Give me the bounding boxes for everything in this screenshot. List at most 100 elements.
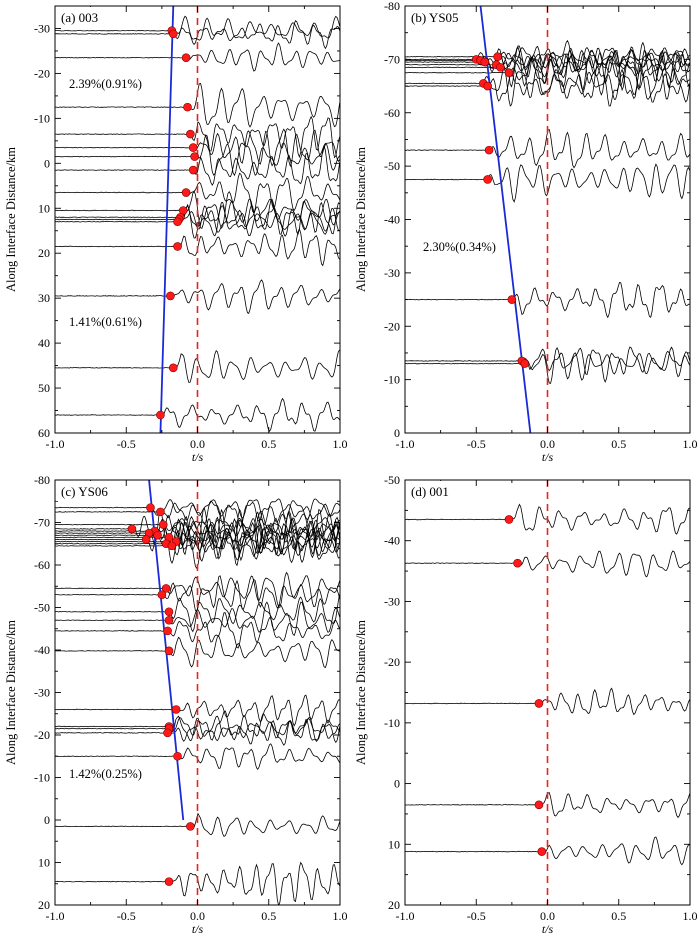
onset-marker bbox=[164, 615, 174, 625]
onset-marker bbox=[493, 52, 502, 62]
y-tick-label: -30 bbox=[34, 686, 50, 700]
onset-marker bbox=[161, 584, 171, 593]
y-tick-label: -30 bbox=[384, 594, 400, 608]
y-tick-label: -60 bbox=[384, 106, 400, 120]
y-tick-label: -20 bbox=[34, 66, 50, 80]
waveform-trace bbox=[405, 163, 690, 203]
x-tick-label: -0.5 bbox=[117, 437, 136, 451]
annotation-bg bbox=[66, 313, 152, 331]
waveform-trace bbox=[55, 202, 340, 239]
onset-marker bbox=[520, 359, 530, 368]
y-axis-label: Along Interface Distance/km bbox=[4, 620, 18, 765]
x-tick-label: 0.0 bbox=[190, 437, 205, 451]
y-tick-label: 10 bbox=[38, 201, 50, 215]
onset-marker bbox=[171, 705, 181, 714]
y-tick-label: -80 bbox=[34, 473, 50, 487]
onset-marker bbox=[159, 520, 168, 529]
panel-d: -50 -40 -30 -20 -10 0 10 20-1.0 -0.5 0.0 0.5 1.0 t/s… bbox=[354, 473, 698, 936]
x-tick-label: -0.5 bbox=[467, 909, 486, 923]
y-tick-label: 60 bbox=[38, 426, 50, 440]
y-tick-label: -40 bbox=[34, 643, 50, 657]
waveform-trace bbox=[55, 500, 340, 528]
onset-marker bbox=[181, 188, 191, 197]
waveform-trace bbox=[55, 15, 340, 41]
y-tick-label: -50 bbox=[384, 159, 400, 173]
y-tick-label: -80 bbox=[384, 0, 400, 13]
panel-label: (b) YS05 bbox=[411, 10, 459, 25]
panel-a: -30 -20 -10 0 10 20 30 40 50 60-1.0 -0.5 0.0 0.5 1.0 t… bbox=[4, 5, 348, 464]
waveform-trace bbox=[55, 601, 340, 637]
y-tick-label: 0 bbox=[394, 777, 400, 791]
y-tick-label: 40 bbox=[38, 336, 50, 350]
onset-marker bbox=[156, 507, 165, 517]
y-tick-label: -10 bbox=[384, 373, 400, 387]
x-tick-label: -1.0 bbox=[396, 909, 415, 923]
x-tick-label: 1.0 bbox=[333, 909, 348, 923]
onset-marker bbox=[484, 145, 494, 155]
onset-marker bbox=[537, 847, 547, 856]
y-tick-label: -20 bbox=[384, 655, 400, 669]
annotation-bg bbox=[66, 765, 152, 783]
onset-marker bbox=[156, 410, 165, 420]
onset-marker bbox=[168, 363, 178, 373]
panel-label: (a) 003 bbox=[61, 10, 98, 25]
y-tick-label: -30 bbox=[384, 266, 400, 280]
panel-label: (d) 001 bbox=[411, 484, 449, 499]
annotation-bg bbox=[66, 75, 152, 93]
y-tick-label: 0 bbox=[44, 813, 50, 827]
waveform-trace bbox=[405, 129, 690, 169]
percentage-annotation: 2.39%(0.91%) bbox=[69, 77, 142, 91]
fit-line bbox=[479, 6, 532, 433]
y-tick-label: 10 bbox=[38, 856, 50, 870]
onset-marker bbox=[190, 152, 199, 161]
onset-marker bbox=[504, 68, 514, 78]
x-tick-label: 0.5 bbox=[261, 909, 276, 923]
y-tick-label: 20 bbox=[38, 246, 50, 260]
onset-marker bbox=[166, 291, 175, 301]
onset-marker bbox=[534, 800, 544, 810]
waveform-trace bbox=[55, 172, 340, 214]
panel-label-bg bbox=[406, 7, 470, 27]
waveform-trace bbox=[55, 718, 340, 746]
panel-label: (c) YS06 bbox=[61, 484, 108, 499]
onset-marker bbox=[483, 81, 492, 91]
waveform-trace bbox=[55, 144, 340, 186]
onset-marker bbox=[504, 515, 514, 524]
panel-b: -80 -70 -60 -50 -40 -30 -20 -10 0-1.0 -0.5 0.0 0.5 1… bbox=[354, 0, 698, 464]
y-tick-label: 30 bbox=[38, 291, 50, 305]
onset-marker bbox=[496, 63, 505, 72]
onset-marker bbox=[164, 607, 174, 617]
y-tick-label: -50 bbox=[384, 473, 400, 487]
y-tick-label: 0 bbox=[394, 426, 400, 440]
x-axis-label: t/s bbox=[542, 922, 554, 936]
onset-marker bbox=[188, 165, 198, 175]
waveform-trace bbox=[55, 522, 340, 567]
onset-marker bbox=[186, 822, 195, 831]
percentage-annotation: 2.30%(0.34%) bbox=[423, 240, 496, 254]
y-tick-label: -30 bbox=[34, 21, 50, 35]
y-tick-label: 0 bbox=[44, 156, 50, 170]
y-axis-label: Along Interface Distance/km bbox=[354, 620, 368, 765]
onset-marker bbox=[164, 646, 174, 656]
onset-marker bbox=[168, 29, 178, 39]
x-tick-label: 1.0 bbox=[683, 437, 698, 451]
x-tick-label: -1.0 bbox=[396, 437, 415, 451]
x-axis-label: t/s bbox=[192, 922, 204, 936]
x-tick-label: -1.0 bbox=[46, 909, 65, 923]
y-tick-label: -10 bbox=[384, 716, 400, 730]
onset-marker bbox=[483, 175, 492, 184]
x-tick-label: 0.0 bbox=[540, 437, 555, 451]
x-tick-label: -0.5 bbox=[117, 909, 136, 923]
x-tick-label: 0.0 bbox=[540, 909, 555, 923]
waveform-trace bbox=[55, 509, 340, 555]
annotation-bg bbox=[420, 238, 506, 256]
panel-label-bg bbox=[56, 481, 120, 501]
y-tick-label: -40 bbox=[384, 213, 400, 227]
y-tick-label: -70 bbox=[384, 52, 400, 66]
onset-marker bbox=[173, 217, 182, 227]
onset-marker bbox=[164, 877, 174, 886]
percentage-annotation: 1.41%(0.61%) bbox=[69, 315, 142, 329]
x-axis-label: t/s bbox=[542, 450, 554, 464]
onset-marker bbox=[163, 626, 172, 636]
